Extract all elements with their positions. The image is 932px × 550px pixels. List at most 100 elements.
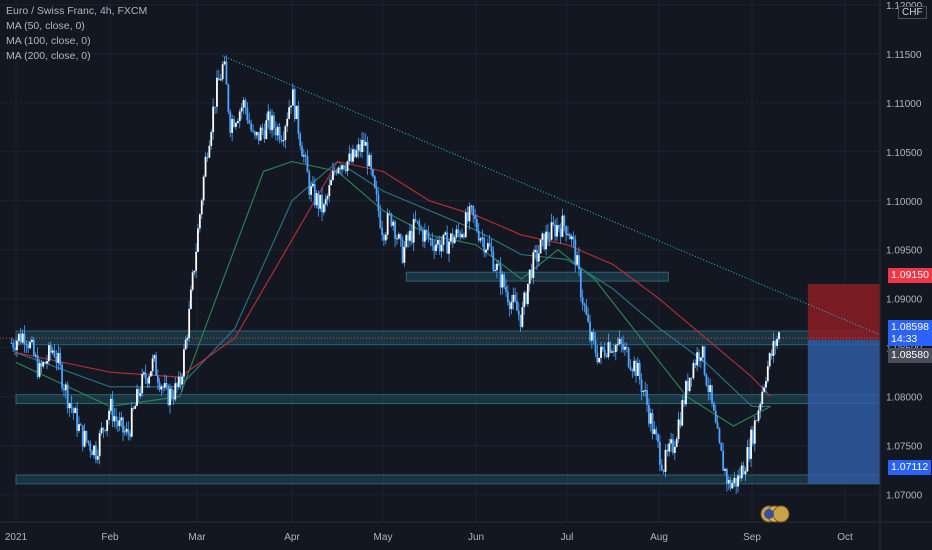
y-tick-label: 1.11500 xyxy=(886,50,922,61)
candle-body xyxy=(660,464,663,471)
candle-body xyxy=(761,391,764,404)
candle-body xyxy=(436,240,439,245)
candle-body xyxy=(229,111,232,133)
candle-body xyxy=(353,149,356,157)
candle-body xyxy=(368,155,371,167)
candle-body xyxy=(659,441,661,465)
candle-body xyxy=(267,111,270,121)
candle-body xyxy=(397,234,400,239)
candle-body xyxy=(134,405,137,409)
candle-body xyxy=(664,449,667,472)
candle-body xyxy=(647,404,650,424)
candle-body xyxy=(744,471,747,475)
candle-body xyxy=(120,417,123,421)
candle-body xyxy=(96,456,99,460)
candle-body xyxy=(438,240,441,252)
candle-body xyxy=(197,228,199,252)
candle-body xyxy=(122,417,124,433)
candle-body xyxy=(725,469,728,484)
candle-body xyxy=(276,126,279,136)
candle-body xyxy=(753,420,756,444)
candle-body xyxy=(223,61,226,65)
candle-body xyxy=(716,422,719,429)
candle-body xyxy=(91,450,94,456)
candle-body xyxy=(422,229,424,242)
candle-body xyxy=(556,225,558,237)
trendline[interactable] xyxy=(222,55,932,367)
candle-body xyxy=(770,353,773,356)
candle-body xyxy=(78,424,80,431)
candle-body xyxy=(261,127,264,131)
candle-body xyxy=(132,407,135,409)
descending-trendline[interactable] xyxy=(222,55,932,367)
candle-body xyxy=(412,219,415,243)
candle-body xyxy=(63,388,65,391)
candle-body xyxy=(17,333,20,341)
candle-body xyxy=(76,408,78,431)
candle-body xyxy=(66,384,69,409)
candle-body xyxy=(242,100,245,108)
candle-body xyxy=(468,206,471,222)
chart-grid xyxy=(0,0,880,522)
y-tick-label: 1.09000 xyxy=(886,295,923,306)
candle-body xyxy=(342,165,345,170)
candle-body xyxy=(523,292,526,308)
candle-body xyxy=(750,429,752,459)
candle-body xyxy=(170,388,173,398)
candle-body xyxy=(537,253,540,262)
candle-body xyxy=(472,205,475,216)
candle-body xyxy=(486,243,489,250)
candle-body xyxy=(198,214,201,229)
candle-body xyxy=(89,442,92,451)
candle-body xyxy=(517,310,520,315)
candle-body xyxy=(683,400,686,405)
candle-body xyxy=(420,227,423,230)
candle-body xyxy=(388,213,391,215)
candle-body xyxy=(238,111,241,122)
candle-body xyxy=(246,107,249,121)
candle-body xyxy=(603,349,606,357)
candle-body xyxy=(598,357,601,363)
candle-body xyxy=(233,119,235,127)
currency-tag[interactable]: CHF xyxy=(898,6,927,19)
candle-body xyxy=(204,156,207,177)
candle-body xyxy=(202,176,205,201)
candle-body xyxy=(642,391,645,393)
candle-body xyxy=(44,362,47,364)
candle-body xyxy=(670,439,672,444)
candle-body xyxy=(461,234,463,238)
candle-body xyxy=(720,442,723,451)
candle-body xyxy=(93,445,95,456)
candle-body xyxy=(308,172,311,195)
candle-body xyxy=(607,342,610,358)
candle-body xyxy=(225,61,228,85)
candle-body xyxy=(614,345,617,353)
candle-body xyxy=(248,120,251,124)
candle-body xyxy=(594,339,597,353)
candle-body xyxy=(429,238,432,240)
candle-body xyxy=(686,380,689,392)
candle-body xyxy=(427,232,430,239)
current-price-label: 1.08598 xyxy=(891,321,929,333)
candle-body xyxy=(433,245,436,251)
candle-body xyxy=(534,249,537,253)
candle-body xyxy=(519,314,522,327)
candle-body xyxy=(685,380,687,405)
candle-body xyxy=(508,302,511,310)
candle-body xyxy=(570,236,573,240)
candle-body xyxy=(332,171,334,181)
y-tick-label: 1.07000 xyxy=(886,491,923,502)
candle-body xyxy=(355,150,358,157)
candle-body xyxy=(574,239,577,265)
candle-body xyxy=(394,221,396,239)
candle-body xyxy=(312,183,314,187)
candle-body xyxy=(494,270,497,271)
candle-body xyxy=(98,433,101,457)
candle-body xyxy=(698,352,700,361)
x-tick-label: May xyxy=(374,532,393,543)
x-tick-label: Mar xyxy=(188,532,206,543)
candle-body xyxy=(273,115,275,129)
candle-body xyxy=(735,477,738,487)
candle-body xyxy=(100,427,103,434)
